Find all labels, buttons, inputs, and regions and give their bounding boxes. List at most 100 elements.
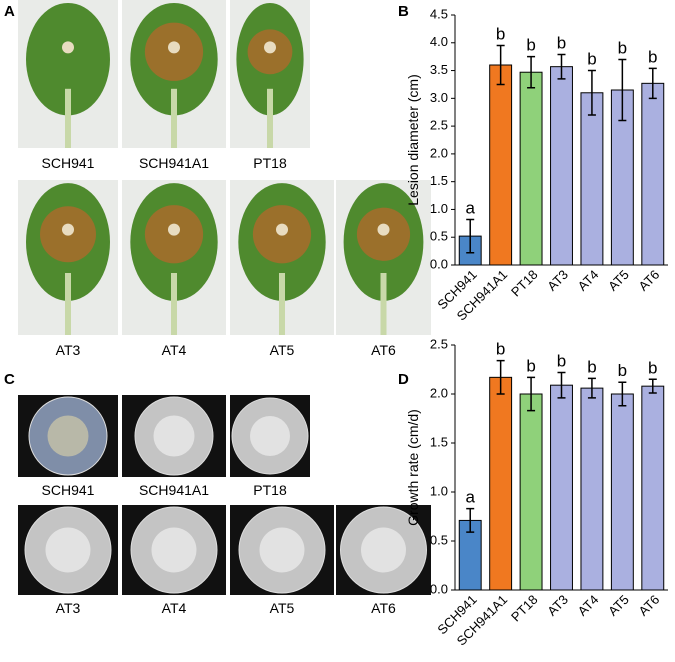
significance-letter: b (618, 361, 627, 380)
colony (250, 416, 290, 456)
x-tick-label: AT6 (636, 267, 663, 294)
panel-label: D (398, 371, 409, 388)
bar (580, 92, 604, 266)
photo-caption: SCH941 (42, 482, 95, 498)
significance-letter: b (587, 357, 596, 376)
photo-caption: AT4 (162, 342, 187, 358)
leaf-stem (279, 273, 285, 335)
y-tick-label: 0.5 (430, 532, 448, 547)
y-tick-label: 1.5 (430, 173, 448, 188)
inoculum (168, 41, 180, 54)
y-axis-title: Growth rate (cm/d) (405, 409, 421, 526)
panel-label: A (4, 3, 15, 20)
significance-letter: a (465, 488, 475, 507)
photo-caption: SCH941 (42, 155, 95, 171)
leaf-stem (267, 88, 273, 148)
x-tick-label: AT4 (575, 267, 602, 294)
significance-letter: b (587, 50, 596, 69)
colony (153, 415, 195, 457)
y-tick-label: 4.5 (430, 6, 448, 21)
significance-letter: b (557, 351, 566, 370)
y-tick-label: 2.0 (430, 145, 448, 160)
photo-caption: PT18 (253, 482, 287, 498)
error-bar (587, 69, 596, 116)
inoculum (62, 41, 74, 54)
photo-caption: PT18 (253, 155, 287, 171)
y-tick-label: 2.5 (430, 336, 448, 351)
y-tick-label: 3.5 (430, 62, 448, 77)
photo-caption: AT5 (270, 600, 295, 616)
bar (580, 387, 604, 591)
photo-caption: AT6 (371, 600, 396, 616)
error-bar (557, 53, 566, 80)
y-tick-label: 0.0 (430, 581, 448, 596)
error-bar (648, 67, 657, 100)
bar (610, 393, 634, 591)
error-bar (527, 376, 536, 412)
y-tick-label: 1.5 (430, 434, 448, 449)
significance-letter: a (465, 198, 475, 217)
colony (259, 527, 305, 573)
x-tick-label: AT6 (636, 592, 663, 619)
inoculum (264, 41, 276, 54)
bar (519, 71, 543, 266)
y-tick-label: 0.5 (430, 229, 448, 244)
significance-letter: b (648, 47, 657, 66)
significance-letter: b (557, 33, 566, 52)
colony (361, 527, 406, 573)
error-bar (648, 378, 657, 394)
leaf-stem (65, 273, 71, 335)
error-bar (496, 44, 505, 86)
x-tick-label: PT18 (508, 592, 541, 625)
bar (489, 376, 513, 591)
significance-letter: b (648, 358, 657, 377)
bar (641, 385, 665, 591)
colony (47, 415, 89, 457)
bar (641, 82, 665, 266)
bar (519, 393, 543, 591)
leaf-stem (171, 273, 177, 335)
y-tick-label: 0.0 (430, 256, 448, 271)
y-tick-label: 4.0 (430, 34, 448, 49)
photo-caption: AT3 (56, 600, 81, 616)
error-bar (587, 377, 596, 399)
panel-label: B (398, 3, 409, 20)
significance-letter: b (496, 340, 505, 359)
y-axis-title: Lesion diameter (cm) (405, 74, 421, 206)
photo-caption: SCH941A1 (139, 482, 209, 498)
photo-caption: AT5 (270, 342, 295, 358)
panel-label: C (4, 371, 15, 388)
y-tick-label: 1.0 (430, 201, 448, 216)
photo-caption: AT3 (56, 342, 81, 358)
error-bar (466, 218, 475, 254)
colony (45, 527, 91, 573)
error-bar (618, 381, 627, 407)
inoculum (62, 223, 74, 236)
leaf-stem (380, 273, 387, 335)
photo-caption: AT4 (162, 600, 187, 616)
error-bar (618, 58, 627, 122)
photo-caption: SCH941A1 (139, 155, 209, 171)
significance-letter: b (526, 356, 535, 375)
x-tick-label: PT18 (508, 267, 541, 300)
x-tick-label: AT5 (605, 267, 632, 294)
x-tick-label: AT4 (575, 592, 602, 619)
leaf-stem (171, 88, 177, 148)
significance-letter: b (496, 25, 505, 44)
leaf (26, 2, 110, 116)
inoculum (168, 223, 180, 236)
y-tick-label: 2.5 (430, 118, 448, 133)
x-tick-label: AT3 (544, 267, 571, 294)
y-tick-label: 1.0 (430, 483, 448, 498)
x-tick-label: AT3 (544, 592, 571, 619)
significance-letter: b (526, 36, 535, 55)
bar (550, 384, 573, 591)
inoculum (276, 223, 288, 236)
photo-caption: AT6 (371, 342, 396, 358)
error-bar (557, 371, 566, 399)
y-tick-label: 3.0 (430, 90, 448, 105)
x-tick-label: AT5 (605, 592, 632, 619)
colony (151, 527, 197, 573)
significance-letter: b (618, 38, 627, 57)
error-bar (466, 507, 475, 533)
